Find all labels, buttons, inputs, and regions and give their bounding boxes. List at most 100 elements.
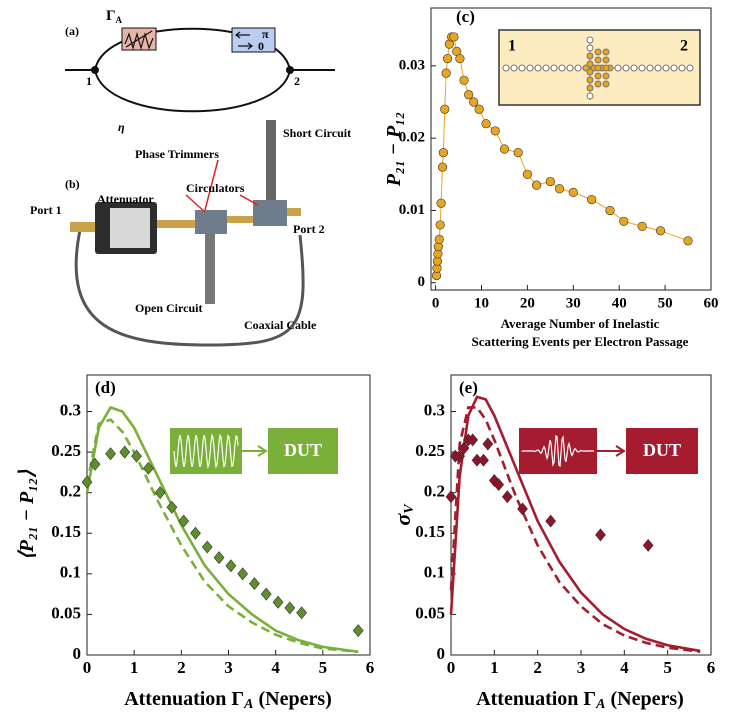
inset-site [646, 64, 654, 72]
x-tick-label: 0 [432, 295, 440, 311]
inset-site [586, 84, 594, 92]
panel-label: (b) [65, 177, 80, 191]
plot-frame [450, 374, 712, 656]
y-tick-label: 0 [437, 644, 446, 663]
inset-site [602, 72, 610, 80]
y-tick-label: 0.1 [424, 563, 445, 582]
inset-site [594, 64, 602, 72]
x-tick-label: 30 [566, 295, 581, 311]
marker [201, 540, 213, 554]
x-axis-label: Attenuation ΓA (Nepers) [124, 688, 332, 713]
y-axis-label: σV [390, 503, 417, 526]
y-tick-label: 0 [73, 644, 82, 663]
y-axis-label-main: ⟨P₂₁ − P₁₂⟩ [16, 470, 38, 560]
plot-frame [430, 7, 712, 291]
open-stub [205, 234, 215, 304]
x-tick-label: 1 [490, 658, 499, 677]
inset-site [602, 80, 610, 88]
marker [587, 195, 597, 205]
x-tick-label: 40 [612, 295, 627, 311]
phase-arrows [235, 31, 253, 50]
inset-site [670, 64, 678, 72]
inset-label: 1 [508, 38, 516, 55]
y-axis-label-sub: V [402, 503, 417, 514]
inset-site [586, 60, 594, 68]
panel-label: (a) [65, 24, 79, 38]
y-tick-label: 0.05 [415, 603, 445, 622]
device-label [110, 208, 150, 248]
marker [213, 551, 225, 565]
marker [437, 162, 448, 172]
inset-site [594, 56, 602, 64]
phase-box [231, 27, 276, 53]
series-line [85, 405, 359, 654]
marker [478, 453, 489, 467]
marker [435, 220, 445, 230]
marker [513, 148, 523, 158]
marker [449, 32, 459, 42]
marker [501, 490, 513, 504]
marker [89, 457, 101, 471]
y-tick-label: 0.25 [51, 441, 81, 460]
x-axis-label-part: Attenuation Γ [476, 688, 596, 710]
y-tick-label: 0.25 [415, 441, 445, 460]
marker [459, 75, 469, 85]
x-axis-label-part: Attenuation Γ [124, 688, 244, 710]
marker [482, 437, 494, 451]
marker [467, 433, 479, 447]
marker [517, 502, 528, 516]
inset-site [550, 64, 558, 72]
marker [619, 216, 629, 226]
x-tick-label: 5 [319, 658, 328, 677]
x-tick-label: 4 [271, 658, 280, 677]
marker [637, 221, 647, 231]
circulator [195, 210, 227, 234]
marker [545, 514, 557, 528]
x-tick-label: 50 [658, 295, 673, 311]
inset-site [586, 68, 594, 76]
arrow [242, 445, 268, 457]
short-stub [266, 120, 276, 200]
x-tick-label: 5 [663, 658, 672, 677]
inset-site [594, 48, 602, 56]
photo-label: Port 2 [293, 222, 325, 236]
lower-arm [94, 69, 291, 113]
x-tick-label: 6 [707, 658, 716, 677]
y-axis-label-main: σ [390, 513, 415, 526]
gamma: Γ [106, 8, 116, 24]
inset-site [526, 64, 534, 72]
inset-site [586, 36, 594, 44]
marker [595, 528, 606, 542]
marker [458, 441, 470, 455]
marker [131, 449, 142, 463]
marker [190, 526, 201, 540]
panel-label: (c) [456, 7, 475, 26]
marker [260, 587, 272, 601]
marker [436, 198, 446, 208]
marker [481, 119, 491, 129]
photo-label: Circulators [186, 181, 245, 195]
inset-site [686, 64, 694, 72]
marker [154, 486, 166, 500]
marker [237, 567, 249, 581]
marker [166, 500, 178, 514]
marker [178, 514, 190, 528]
y-tick-label: 0.03 [399, 57, 425, 73]
marker [499, 144, 510, 154]
x-axis-label-part: (Nepers) [605, 688, 683, 710]
pointer-arrows [185, 159, 259, 213]
x-axis-label-part: A [595, 697, 605, 712]
y-tick-label: 0.02 [399, 130, 425, 146]
y-tick-label: 0 [418, 274, 426, 290]
x-tick-label: 0 [447, 658, 456, 677]
x-tick-label: 3 [577, 658, 586, 677]
inset-site [574, 64, 582, 72]
marker [352, 624, 364, 638]
panel-label: (d) [95, 378, 116, 397]
marker [440, 104, 450, 114]
marker [531, 180, 542, 190]
x-tick-label: 20 [520, 295, 535, 311]
marker [81, 475, 93, 489]
marker [454, 449, 466, 463]
